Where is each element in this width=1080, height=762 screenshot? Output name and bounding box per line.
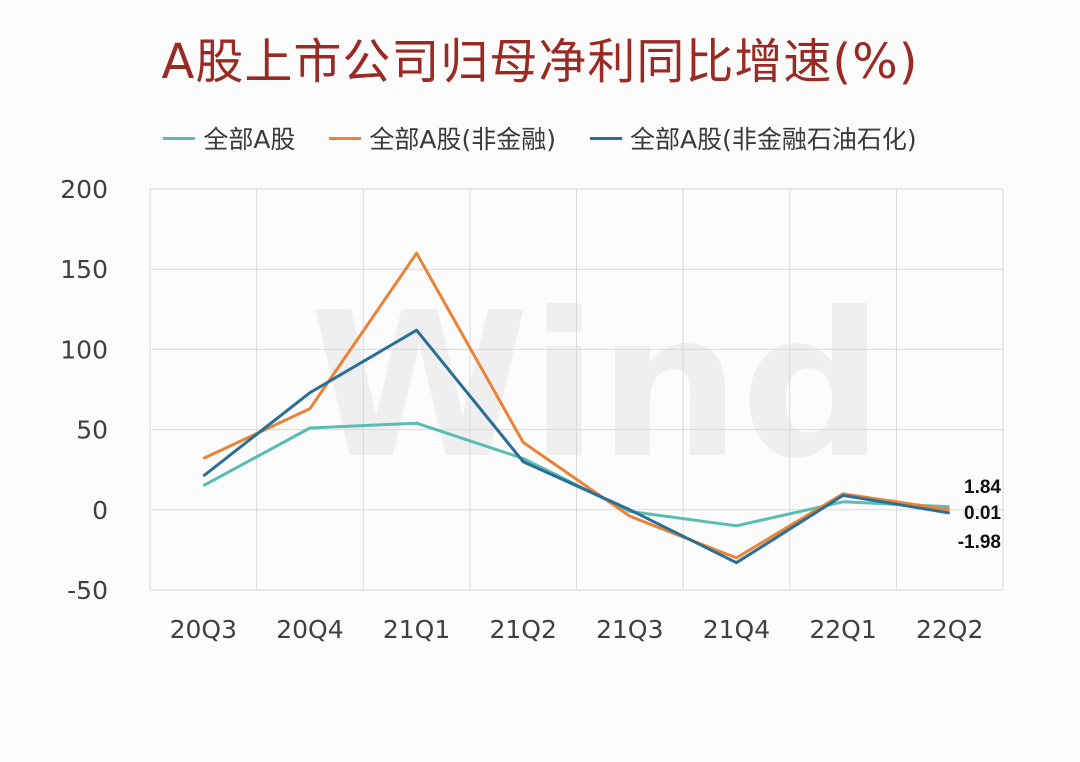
legend-swatch (590, 136, 623, 140)
legend-item: 全部A股 (163, 120, 295, 156)
legend: 全部A股 全部A股(非金融) 全部A股(非金融石油石化) (0, 120, 1080, 156)
x-tick-label: 20Q3 (170, 615, 237, 644)
x-tick-label: 21Q2 (489, 615, 556, 644)
legend-swatch (163, 136, 196, 140)
legend-label: 全部A股 (203, 125, 296, 154)
legend-label: 全部A股(非金融) (369, 125, 557, 154)
x-tick-label: 20Q4 (276, 615, 343, 644)
y-tick-label: 200 (60, 175, 108, 204)
legend-item: 全部A股(非金融石油石化) (590, 120, 917, 156)
y-tick-label: 150 (60, 255, 108, 284)
legend-swatch (329, 136, 362, 140)
series-line (202, 328, 950, 565)
x-tick-label: 22Q1 (809, 615, 876, 644)
y-tick-label: 50 (76, 416, 108, 445)
data-label: -1.98 (958, 532, 1001, 553)
x-tick-label: 21Q3 (596, 615, 663, 644)
data-label: 1.84 (964, 477, 1001, 498)
data-label: 0.01 (964, 503, 1001, 524)
chart-title: A股上市公司归母净利同比增速(%) (161, 34, 919, 90)
y-tick-label: -50 (67, 576, 108, 605)
legend-item: 全部A股(非金融) (329, 120, 556, 156)
watermark: Wind (309, 270, 884, 503)
x-tick-label: 21Q4 (703, 615, 770, 644)
y-tick-label: 100 (60, 335, 108, 364)
y-tick-label: 0 (92, 496, 108, 525)
x-tick-label: 22Q2 (916, 615, 983, 644)
x-tick-label: 21Q1 (383, 615, 450, 644)
legend-label: 全部A股(非金融石油石化) (630, 125, 917, 154)
